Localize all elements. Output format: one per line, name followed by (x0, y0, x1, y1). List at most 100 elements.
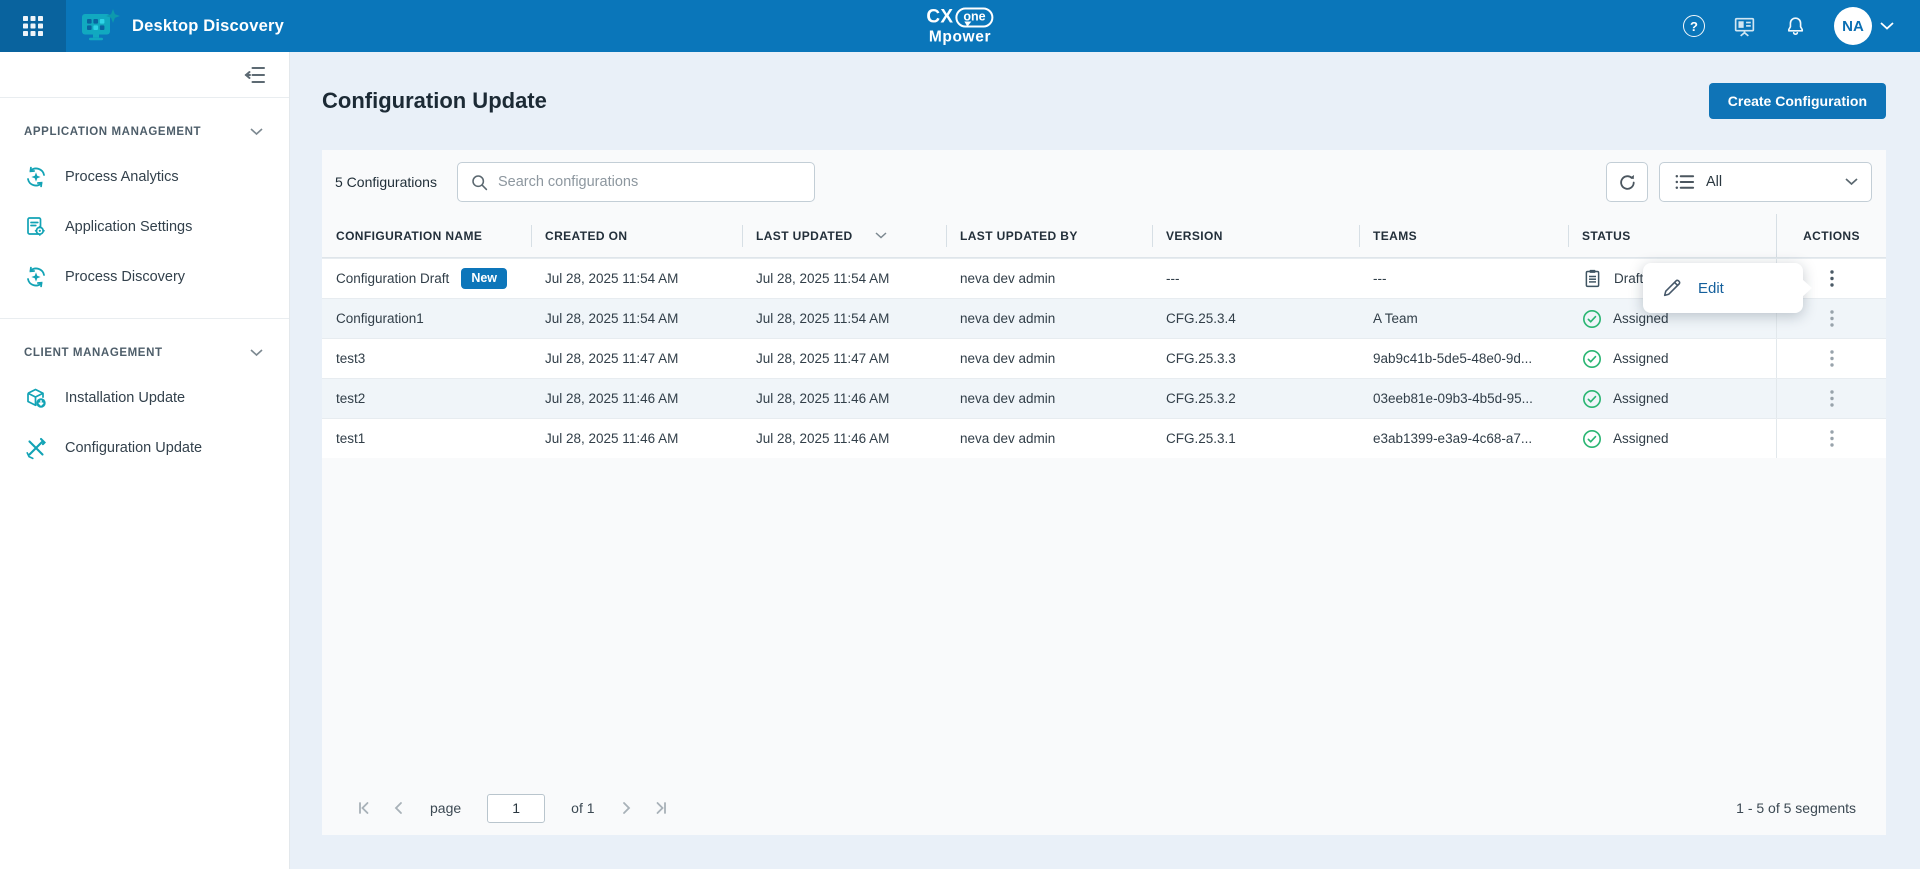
sidebar-item-process-discovery[interactable]: Process Discovery (0, 252, 289, 302)
section-header-application-management[interactable]: APPLICATION MANAGEMENT (0, 126, 289, 138)
next-page-icon[interactable] (613, 795, 639, 821)
installation-update-icon (24, 386, 48, 410)
last-updated: Jul 28, 2025 11:46 AM (742, 379, 946, 418)
kebab-menu-icon[interactable] (1822, 266, 1842, 291)
created-on: Jul 28, 2025 11:46 AM (531, 379, 742, 418)
assigned-check-icon (1582, 389, 1602, 409)
sidebar-item-label: Process Analytics (65, 169, 179, 185)
last-updated: Jul 28, 2025 11:54 AM (742, 259, 946, 298)
topbar-actions: ? NA (1683, 7, 1920, 45)
assigned-check-icon (1582, 429, 1602, 449)
chevron-down-icon (250, 349, 263, 357)
page-number-input[interactable] (487, 794, 545, 823)
sidebar-item-application-settings[interactable]: Application Settings (0, 202, 289, 252)
draft-clipboard-icon (1582, 268, 1603, 289)
last-page-icon[interactable] (647, 795, 673, 821)
kebab-menu-icon[interactable] (1822, 386, 1842, 411)
version: --- (1152, 259, 1359, 298)
table-header: CONFIGURATION NAME CREATED ON LAST UPDAT… (322, 214, 1886, 258)
configuration-count: 5 Configurations (335, 174, 437, 190)
section-label: APPLICATION MANAGEMENT (24, 126, 201, 138)
help-icon[interactable]: ? (1683, 15, 1705, 37)
topbar: Desktop Discovery CX one Mpower ? NA (0, 0, 1920, 52)
column-actions: ACTIONS (1776, 214, 1886, 257)
created-on: Jul 28, 2025 11:54 AM (531, 259, 742, 298)
config-name: Configuration Draft (336, 271, 449, 286)
process-discovery-icon (24, 265, 48, 289)
grid-apps-icon (20, 13, 46, 39)
create-configuration-button[interactable]: Create Configuration (1709, 83, 1886, 119)
filter-list-icon (1673, 172, 1696, 192)
application-settings-icon (24, 215, 48, 239)
sidebar-item-label: Application Settings (65, 219, 192, 235)
table-row[interactable]: test3 Jul 28, 2025 11:47 AM Jul 28, 2025… (322, 338, 1886, 378)
config-name: Configuration1 (322, 299, 531, 338)
column-teams[interactable]: TEAMS (1359, 214, 1568, 257)
page-of-label: of 1 (571, 800, 594, 816)
cxone-mpower-logo: CX one Mpower (926, 8, 993, 45)
status-badge: Assigned (1613, 311, 1669, 326)
teams: A Team (1359, 299, 1568, 338)
notifications-bell-icon[interactable] (1784, 15, 1807, 38)
column-configuration-name[interactable]: CONFIGURATION NAME (322, 214, 531, 257)
column-version[interactable]: VERSION (1152, 214, 1359, 257)
sidebar: APPLICATION MANAGEMENT Process Analytics (0, 52, 290, 869)
sort-chevron-icon[interactable] (875, 232, 887, 239)
logo-cx-text: CX (926, 8, 953, 27)
edit-pencil-icon (1661, 277, 1683, 299)
first-page-icon[interactable] (352, 795, 378, 821)
kebab-menu-icon[interactable] (1822, 306, 1842, 331)
sidebar-item-installation-update[interactable]: Installation Update (0, 373, 289, 423)
last-updated-by: neva dev admin (946, 259, 1152, 298)
brand: Desktop Discovery (66, 8, 284, 44)
page-label: page (430, 800, 461, 816)
app-title: Desktop Discovery (132, 17, 284, 36)
created-on: Jul 28, 2025 11:47 AM (531, 339, 742, 378)
last-updated: Jul 28, 2025 11:54 AM (742, 299, 946, 338)
presentation-icon[interactable] (1732, 14, 1757, 39)
column-last-updated[interactable]: LAST UPDATED (742, 214, 946, 257)
pagination-range: 1 - 5 of 5 segments (1736, 800, 1856, 816)
column-created-on[interactable]: CREATED ON (531, 214, 742, 257)
assigned-check-icon (1582, 349, 1602, 369)
configurations-panel: 5 Configurations (322, 150, 1886, 835)
last-updated-by: neva dev admin (946, 299, 1152, 338)
chevron-down-icon (1880, 22, 1894, 30)
last-updated-by: neva dev admin (946, 419, 1152, 458)
previous-page-icon[interactable] (386, 795, 412, 821)
kebab-menu-icon[interactable] (1822, 426, 1842, 451)
refresh-button[interactable] (1606, 162, 1648, 202)
collapse-sidebar-icon[interactable] (243, 64, 267, 86)
edit-menu-item[interactable]: Edit (1698, 280, 1724, 297)
status-filter-dropdown[interactable]: All (1659, 162, 1872, 202)
main-content: Configuration Update Create Configuratio… (290, 52, 1920, 869)
column-status[interactable]: STATUS (1568, 214, 1776, 257)
chevron-down-icon (250, 128, 263, 136)
sidebar-item-label: Installation Update (65, 390, 185, 406)
search-input[interactable] (498, 174, 802, 190)
app-launcher-button[interactable] (0, 0, 66, 52)
table-row[interactable]: test2 Jul 28, 2025 11:46 AM Jul 28, 2025… (322, 378, 1886, 418)
section-header-client-management[interactable]: CLIENT MANAGEMENT (0, 347, 289, 359)
teams: e3ab1399-e3a9-4c68-a7... (1359, 419, 1568, 458)
chevron-down-icon (1845, 178, 1858, 186)
sidebar-item-label: Configuration Update (65, 440, 202, 456)
last-updated: Jul 28, 2025 11:47 AM (742, 339, 946, 378)
row-context-menu: Edit (1643, 263, 1803, 313)
logo-one-bubble: one (955, 8, 993, 28)
column-last-updated-by[interactable]: LAST UPDATED BY (946, 214, 1152, 257)
table-row[interactable]: test1 Jul 28, 2025 11:46 AM Jul 28, 2025… (322, 418, 1886, 458)
last-updated: Jul 28, 2025 11:46 AM (742, 419, 946, 458)
sidebar-item-configuration-update[interactable]: Configuration Update (0, 423, 289, 473)
section-client-management: CLIENT MANAGEMENT Installation (0, 319, 289, 473)
user-menu[interactable]: NA (1834, 7, 1894, 45)
pagination: page of 1 1 - 5 of 5 segments (322, 781, 1886, 835)
sidebar-item-process-analytics[interactable]: Process Analytics (0, 152, 289, 202)
teams: --- (1359, 259, 1568, 298)
status-badge: Assigned (1613, 431, 1669, 446)
search-icon (470, 173, 489, 192)
status-badge: Assigned (1613, 391, 1669, 406)
kebab-menu-icon[interactable] (1822, 346, 1842, 371)
assigned-check-icon (1582, 309, 1602, 329)
configuration-update-icon (24, 436, 48, 460)
